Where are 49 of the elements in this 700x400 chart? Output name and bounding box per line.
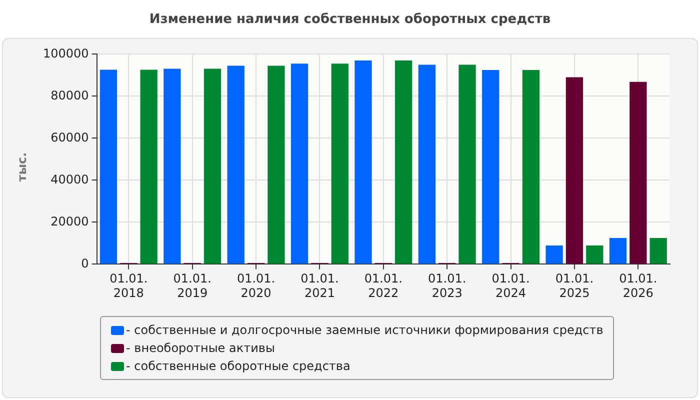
category-label: 2018 [113,286,144,300]
bar [290,64,308,264]
bar [522,70,540,264]
bar [418,64,436,264]
bar [609,238,627,264]
bar [586,246,604,264]
legend-label: - внеоборотные активы [126,341,275,355]
legend-label: - собственные и долгосрочные заемные источники формирования средств [126,323,604,337]
category-label: 01.01. [300,272,339,286]
bar [100,70,118,264]
bar [566,77,584,264]
category-label: 2026 [622,286,654,300]
y-axis-title: тыс. [15,151,29,184]
category-label: 2020 [240,286,272,300]
legend-label: - собственные оборотные средства [126,359,350,373]
category-label: 2025 [559,286,590,300]
y-tick-label: 0 [81,256,89,270]
category-label: 01.01. [492,272,530,286]
bar [650,238,667,264]
category-label: 2024 [496,286,526,300]
category-label: 01.01. [110,272,148,286]
bar [395,60,412,264]
category-label: 01.01. [364,272,402,286]
y-tick-label: 40000 [50,172,89,186]
y-tick-label: 100000 [42,46,89,60]
category-label: 01.01. [236,272,276,286]
bar [458,64,476,264]
chart-title: Изменение наличия собственных оборотных средств [148,12,552,27]
category-label: 2019 [177,286,208,300]
category-label: 01.01. [173,272,212,286]
category-label: 2023 [432,286,462,300]
bar [546,246,563,264]
category-label: 01.01. [555,272,594,286]
y-tick-label: 80000 [50,88,89,102]
bar [630,82,647,264]
category-label: 01.01. [619,272,658,286]
category-label: 01.01. [428,272,466,286]
y-tick-label: 60000 [50,130,89,144]
category-label: 2021 [304,286,335,300]
bar [354,60,372,264]
bar [204,68,222,264]
bar [268,66,285,264]
y-tick-label: 20000 [50,214,89,228]
bar [482,70,500,264]
bar [140,70,158,264]
bar [331,64,348,264]
bar [227,66,244,264]
bar [164,68,181,264]
category-label: 2022 [368,286,399,300]
